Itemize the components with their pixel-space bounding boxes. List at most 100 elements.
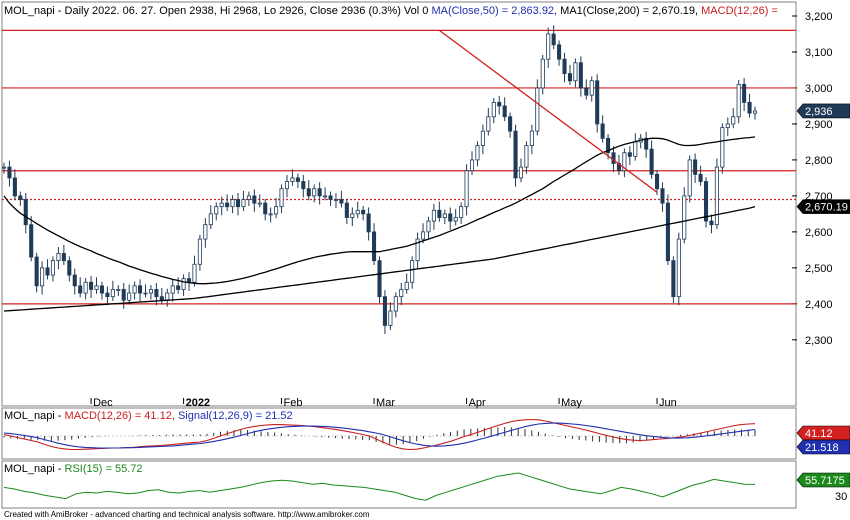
candle-down bbox=[12, 177, 17, 197]
candle-down bbox=[698, 173, 703, 182]
rsi-value-tag: 55.7175 bbox=[805, 475, 845, 487]
candle-up bbox=[589, 80, 594, 96]
candle-down bbox=[138, 285, 143, 294]
candle-up bbox=[110, 289, 115, 298]
candle-up bbox=[453, 217, 458, 222]
candle-up bbox=[491, 101, 496, 118]
candle-up bbox=[687, 159, 692, 197]
ma200-line bbox=[3, 205, 756, 312]
candle-down bbox=[377, 260, 382, 298]
candle-up bbox=[94, 285, 99, 290]
candle-up bbox=[393, 296, 398, 312]
candle-up bbox=[469, 159, 475, 172]
candle-down bbox=[61, 253, 66, 262]
candle-down bbox=[29, 224, 34, 258]
candle-down bbox=[23, 199, 28, 226]
candle-down bbox=[78, 285, 83, 294]
candle-up bbox=[333, 199, 338, 201]
candle-up bbox=[486, 116, 491, 132]
candle-down bbox=[186, 278, 192, 283]
price-tick-label: 2,300 bbox=[805, 335, 833, 347]
candle-down bbox=[655, 173, 660, 190]
candle-up bbox=[143, 292, 148, 295]
candle-up bbox=[268, 213, 273, 216]
candle-up bbox=[736, 83, 741, 118]
candle-up bbox=[127, 292, 132, 301]
month-label: Jun bbox=[659, 397, 677, 409]
candle-down bbox=[339, 199, 344, 204]
price-panel[interactable] bbox=[1, 1, 797, 407]
rsi-value-tag-bg bbox=[796, 472, 850, 488]
candle-up bbox=[274, 206, 279, 215]
signal-value-tag-bg bbox=[796, 439, 850, 455]
candle-up bbox=[682, 195, 687, 240]
candle-down bbox=[600, 123, 605, 139]
candle-down bbox=[361, 209, 366, 215]
price-header-ma50: MA(Close,50) = 2,863.92, bbox=[431, 5, 557, 17]
candle-up bbox=[83, 281, 88, 294]
candle-up bbox=[246, 195, 251, 200]
candle-up bbox=[170, 285, 175, 294]
candle-up bbox=[284, 181, 290, 190]
candle-down bbox=[306, 188, 311, 197]
candle-up bbox=[415, 238, 420, 262]
price-tick-label: 2,400 bbox=[805, 299, 833, 311]
macd-panel[interactable] bbox=[1, 407, 797, 460]
trendline-group bbox=[438, 29, 658, 193]
candle-down bbox=[7, 166, 12, 179]
candle-down bbox=[34, 256, 39, 287]
price-header-prefix: MOL_napi - Daily 2022. 06. 27. Open 2938… bbox=[4, 5, 431, 17]
price-header: MOL_napi - Daily 2022. 06. 27. Open 2938… bbox=[4, 5, 778, 17]
candle-down bbox=[649, 148, 654, 175]
candle-down bbox=[72, 274, 77, 287]
signal-line bbox=[3, 422, 756, 449]
candle-up bbox=[165, 292, 170, 301]
macd-header-macd: MACD(12,26) = 41.12, bbox=[65, 410, 175, 422]
candle-up bbox=[475, 145, 480, 161]
candle-down bbox=[606, 137, 611, 154]
price-tick-label: 2,900 bbox=[805, 119, 833, 131]
rsi-line bbox=[3, 472, 756, 501]
candle-down bbox=[89, 281, 94, 290]
trendline bbox=[438, 29, 658, 193]
rsi-header-rsi: RSI(15) = 55.72 bbox=[65, 463, 143, 475]
candle-up bbox=[442, 213, 447, 218]
candle-down bbox=[45, 267, 50, 276]
candle-down bbox=[159, 296, 164, 301]
rsi-panel[interactable] bbox=[1, 460, 797, 509]
candle-down bbox=[693, 159, 698, 175]
candle-down bbox=[317, 188, 322, 197]
rsi-plot: 30 bbox=[3, 472, 847, 503]
price-tick-label: 3,000 bbox=[805, 83, 833, 95]
candle-up bbox=[529, 130, 534, 146]
price-header-macd: MACD(12,26) = bbox=[698, 5, 778, 17]
candle-down bbox=[562, 58, 567, 74]
candle-up bbox=[480, 130, 485, 146]
candle-up bbox=[731, 116, 736, 125]
candle-up bbox=[404, 281, 409, 290]
price-tick-label: 2,500 bbox=[805, 263, 833, 275]
candle-up bbox=[219, 202, 224, 208]
candle-up bbox=[518, 166, 524, 179]
candle-up bbox=[323, 195, 328, 198]
candle-down bbox=[176, 285, 181, 290]
month-label: Dec bbox=[93, 397, 113, 409]
candle-down bbox=[660, 188, 665, 204]
candle-down bbox=[225, 202, 230, 208]
candles bbox=[1, 25, 758, 335]
candle-down bbox=[508, 116, 513, 132]
candle-down bbox=[578, 62, 583, 89]
candle-up bbox=[622, 152, 627, 172]
month-labels: Dec 2022 Feb Mar Apr May Jun bbox=[90, 397, 677, 409]
candle-down bbox=[551, 33, 556, 46]
candle-down bbox=[99, 285, 104, 294]
ma50-line bbox=[3, 136, 756, 285]
candle-down bbox=[671, 260, 676, 298]
candle-down bbox=[611, 152, 616, 164]
candle-down bbox=[263, 202, 268, 215]
month-label: Mar bbox=[376, 397, 395, 409]
candle-up bbox=[720, 127, 725, 168]
candle-down bbox=[382, 296, 387, 326]
